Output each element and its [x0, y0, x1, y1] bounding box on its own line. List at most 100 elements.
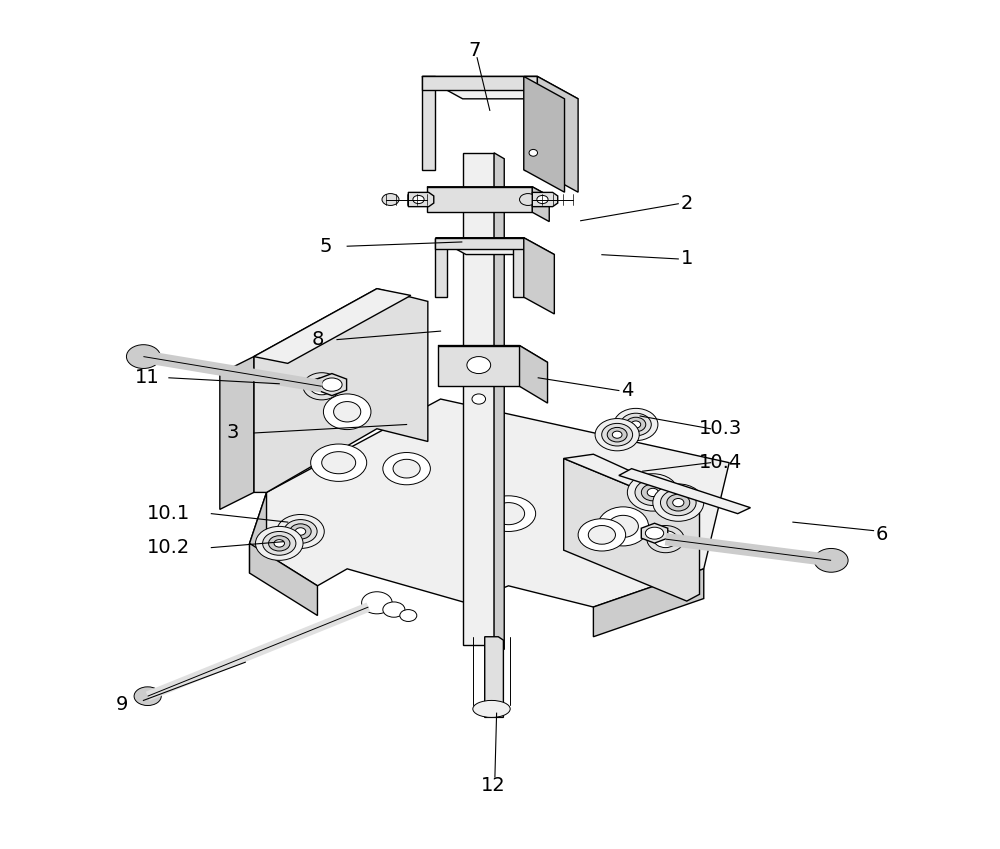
Ellipse shape	[520, 194, 537, 205]
Polygon shape	[422, 76, 435, 170]
Ellipse shape	[481, 496, 536, 531]
Ellipse shape	[126, 345, 160, 368]
Ellipse shape	[588, 526, 615, 544]
Ellipse shape	[654, 531, 677, 548]
Polygon shape	[537, 76, 578, 192]
Ellipse shape	[578, 519, 626, 551]
Polygon shape	[532, 187, 549, 222]
Text: 2: 2	[681, 194, 693, 213]
Ellipse shape	[529, 149, 538, 156]
Ellipse shape	[413, 195, 424, 204]
Ellipse shape	[602, 424, 633, 446]
Ellipse shape	[537, 195, 548, 204]
Polygon shape	[435, 238, 447, 297]
Ellipse shape	[595, 419, 639, 451]
Ellipse shape	[323, 394, 371, 430]
Text: 12: 12	[481, 776, 506, 795]
Ellipse shape	[311, 444, 367, 481]
Ellipse shape	[647, 488, 658, 497]
Text: 3: 3	[226, 424, 239, 442]
Polygon shape	[427, 187, 532, 212]
Polygon shape	[520, 346, 548, 403]
Polygon shape	[250, 492, 267, 573]
Ellipse shape	[274, 540, 284, 547]
Text: 6: 6	[876, 526, 888, 544]
Ellipse shape	[383, 602, 405, 617]
Ellipse shape	[284, 520, 317, 543]
Text: 10.4: 10.4	[699, 453, 742, 472]
Text: 7: 7	[468, 42, 481, 60]
Polygon shape	[641, 523, 668, 543]
Ellipse shape	[645, 527, 664, 539]
Ellipse shape	[467, 357, 491, 374]
Polygon shape	[463, 153, 494, 645]
Polygon shape	[485, 637, 503, 717]
Text: 10.2: 10.2	[147, 538, 191, 557]
Polygon shape	[524, 238, 554, 314]
Ellipse shape	[614, 408, 658, 441]
Ellipse shape	[653, 484, 704, 521]
Polygon shape	[250, 543, 317, 616]
Ellipse shape	[627, 474, 678, 511]
Polygon shape	[422, 76, 537, 90]
Polygon shape	[532, 193, 558, 206]
Text: 11: 11	[135, 368, 160, 387]
Text: 4: 4	[621, 381, 634, 400]
Ellipse shape	[263, 531, 296, 555]
Text: 9: 9	[116, 695, 128, 714]
Ellipse shape	[383, 453, 430, 485]
Polygon shape	[524, 76, 537, 170]
Text: 10.1: 10.1	[147, 504, 191, 523]
Polygon shape	[435, 238, 524, 249]
Ellipse shape	[134, 687, 161, 706]
Polygon shape	[254, 289, 411, 363]
Ellipse shape	[472, 394, 486, 404]
Ellipse shape	[673, 498, 684, 507]
Ellipse shape	[303, 373, 340, 400]
Ellipse shape	[667, 494, 690, 511]
Ellipse shape	[620, 413, 651, 436]
Ellipse shape	[612, 431, 622, 438]
Polygon shape	[593, 569, 704, 637]
Polygon shape	[564, 458, 700, 601]
Ellipse shape	[647, 526, 684, 553]
Text: 8: 8	[311, 330, 324, 349]
Ellipse shape	[469, 365, 489, 382]
Polygon shape	[422, 76, 578, 98]
Polygon shape	[250, 399, 729, 607]
Polygon shape	[435, 238, 554, 255]
Text: 10.3: 10.3	[699, 419, 742, 438]
Ellipse shape	[322, 378, 342, 391]
Ellipse shape	[660, 490, 696, 515]
Polygon shape	[513, 238, 524, 297]
Polygon shape	[220, 357, 254, 509]
Ellipse shape	[362, 592, 392, 614]
Ellipse shape	[598, 507, 649, 546]
Ellipse shape	[295, 528, 306, 535]
Ellipse shape	[641, 484, 664, 501]
Text: 1: 1	[681, 250, 693, 268]
Ellipse shape	[631, 421, 641, 428]
Ellipse shape	[277, 514, 324, 548]
Ellipse shape	[607, 427, 627, 442]
Polygon shape	[494, 153, 504, 649]
Ellipse shape	[473, 700, 510, 717]
Polygon shape	[524, 76, 565, 192]
Ellipse shape	[310, 378, 334, 395]
Ellipse shape	[635, 480, 671, 505]
Polygon shape	[408, 193, 434, 206]
Polygon shape	[317, 374, 347, 396]
Ellipse shape	[382, 194, 399, 205]
Polygon shape	[438, 346, 548, 363]
Polygon shape	[438, 346, 520, 386]
Ellipse shape	[814, 548, 848, 572]
Ellipse shape	[400, 610, 417, 621]
Ellipse shape	[269, 536, 290, 551]
Polygon shape	[427, 187, 549, 196]
Polygon shape	[619, 469, 750, 514]
Ellipse shape	[492, 503, 525, 525]
Ellipse shape	[255, 526, 303, 560]
Text: 5: 5	[320, 237, 332, 256]
Ellipse shape	[290, 524, 311, 539]
Ellipse shape	[626, 417, 646, 432]
